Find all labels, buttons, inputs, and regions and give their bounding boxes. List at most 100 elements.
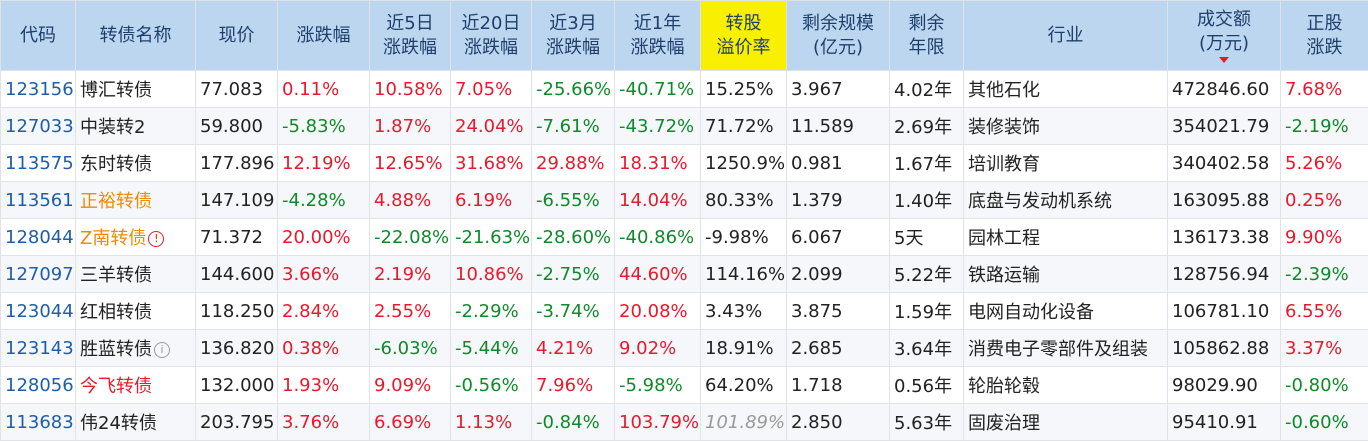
cell-premium-text: 1250.9% (705, 152, 786, 174)
cell-industry-text: 轮胎轮毂 (968, 376, 1040, 397)
table-row[interactable]: 127033 中装转2 59.800 -5.83% 1.87% 24.04% -7.61% -… (0, 107, 1368, 145)
cell-name[interactable]: 红相转债 (75, 292, 196, 330)
cell-code[interactable]: 113575 (0, 144, 76, 182)
cell-name[interactable]: 正裕转债 (75, 181, 196, 219)
cell-chg3m: -2.75% (531, 255, 615, 293)
header-code[interactable]: 代码 (0, 0, 76, 71)
cell-chg1y: -5.98% (614, 366, 701, 404)
cell-chg1y-text: 14.04% (619, 189, 688, 211)
cell-code-text: 123143 (5, 337, 74, 359)
cell-premium-text: 18.91% (705, 337, 774, 359)
warning-icon[interactable]: ! (148, 231, 165, 247)
header-name[interactable]: 转债名称 (75, 0, 196, 71)
table-row[interactable]: 123143 胜蓝转债 i 136.820 0.38% -6.03% -5.44% 4.21%… (0, 329, 1368, 367)
cell-chg3m-text: -2.75% (536, 263, 600, 285)
header-chg3m[interactable]: 近3月 涨跌幅 (531, 0, 615, 71)
cell-change-text: 0.38% (282, 337, 340, 359)
cell-remain-size-text: 1.379 (791, 189, 843, 211)
cell-name[interactable]: Z南转债! (75, 218, 196, 256)
cell-price: 77.083 (195, 70, 278, 108)
cell-remain-size-text: 2.685 (791, 337, 843, 359)
header-change[interactable]: 涨跌幅 (277, 0, 370, 71)
cell-chg20d: 31.68% (450, 144, 532, 182)
cell-code[interactable]: 123143 (0, 329, 76, 367)
header-chg20d[interactable]: 近20日 涨跌幅 (450, 0, 532, 71)
cell-volume: 95410.91 (1167, 403, 1281, 441)
cell-code[interactable]: 127033 (0, 107, 76, 145)
header-remain-size[interactable]: 剩余规模 (亿元) (786, 0, 890, 71)
cell-remain-term-text: 0.56年 (894, 376, 953, 397)
header-stock-change-line2: 涨跌 (1306, 36, 1343, 58)
header-chg20d-line1: 近20日 (461, 12, 521, 34)
cell-name[interactable]: 今飞转债 (75, 366, 196, 404)
header-volume[interactable]: 成交额 (万元) (1167, 0, 1281, 71)
table-row[interactable]: 123044 红相转债 118.250 2.84% 2.55% -2.29% -3.74% 2… (0, 292, 1368, 330)
cell-code[interactable]: 113561 (0, 181, 76, 219)
header-premium[interactable]: 转股 溢价率 (700, 0, 787, 71)
cell-chg5d: 2.55% (369, 292, 451, 330)
cell-price: 59.800 (195, 107, 278, 145)
cell-industry: 消费电子零部件及组装 (963, 329, 1168, 367)
cell-premium: 18.91% (700, 329, 787, 367)
table-row[interactable]: 113683 伟24转债 203.795 3.76% 6.69% 1.13% -0.84% 1… (0, 403, 1368, 441)
info-icon[interactable]: i (154, 342, 170, 358)
cell-code[interactable]: 128056 (0, 366, 76, 404)
cell-industry: 电网自动化设备 (963, 292, 1168, 330)
header-code-label: 代码 (20, 24, 56, 46)
cell-chg5d-text: 1.87% (374, 115, 432, 137)
cell-price: 71.372 (195, 218, 278, 256)
cell-industry-text: 园林工程 (968, 228, 1040, 249)
cell-name[interactable]: 中装转2 (75, 107, 196, 145)
cell-chg3m: -28.60% (531, 218, 615, 256)
cell-code[interactable]: 127097 (0, 255, 76, 293)
cell-chg3m-text: 4.21% (536, 337, 594, 359)
cell-name-text: 东时转债 (80, 154, 152, 175)
cell-stock-change-text: 3.37% (1285, 337, 1343, 359)
header-chg1y[interactable]: 近1年 涨跌幅 (614, 0, 701, 71)
cell-premium-text: 80.33% (705, 189, 774, 211)
table-row[interactable]: 113561 正裕转债 147.109 -4.28% 4.88% 6.19% -6.55% 1… (0, 181, 1368, 219)
table-row[interactable]: 127097 三羊转债 144.600 3.66% 2.19% 10.86% -2.75% 4… (0, 255, 1368, 293)
header-industry[interactable]: 行业 (963, 0, 1168, 71)
table-row[interactable]: 123156 博汇转债 77.083 0.11% 10.58% 7.05% -25.66% -… (0, 70, 1368, 108)
cell-name[interactable]: 博汇转债 (75, 70, 196, 108)
cell-chg3m-text: -3.74% (536, 300, 600, 322)
cell-chg5d-text: -22.08% (374, 226, 450, 248)
cell-stock-change: -0.80% (1280, 366, 1368, 404)
table-row[interactable]: 128056 今飞转债 132.000 1.93% 9.09% -0.56% 7.96% -5… (0, 366, 1368, 404)
cell-industry-text: 铁路运输 (968, 265, 1040, 286)
cell-code[interactable]: 128044 (0, 218, 76, 256)
cell-industry: 园林工程 (963, 218, 1168, 256)
cell-code[interactable]: 113683 (0, 403, 76, 441)
cell-code[interactable]: 123156 (0, 70, 76, 108)
table-row[interactable]: 128044 Z南转债! 71.372 20.00% -22.08% -21.63% -28… (0, 218, 1368, 256)
cell-name-text: Z南转债 (80, 228, 147, 249)
cell-chg1y: -40.86% (614, 218, 701, 256)
header-stock-change[interactable]: 正股 涨跌 (1280, 0, 1368, 71)
cell-chg5d-text: 2.55% (374, 300, 432, 322)
cell-name[interactable]: 伟24转债 (75, 403, 196, 441)
table-row[interactable]: 113575 东时转债 177.896 12.19% 12.65% 31.68% 29.88… (0, 144, 1368, 182)
header-remain-term[interactable]: 剩余 年限 (889, 0, 964, 71)
header-price[interactable]: 现价 (195, 0, 278, 71)
cell-name[interactable]: 三羊转债 (75, 255, 196, 293)
cell-name[interactable]: 东时转债 (75, 144, 196, 182)
cell-volume: 98029.90 (1167, 366, 1281, 404)
cell-chg5d-text: 4.88% (374, 189, 432, 211)
cell-chg20d: 24.04% (450, 107, 532, 145)
cell-volume-text: 95410.91 (1172, 411, 1258, 433)
cell-remain-size: 0.981 (786, 144, 890, 182)
header-name-label: 转债名称 (99, 24, 172, 46)
cell-chg5d-text: 6.69% (374, 411, 432, 433)
cell-code[interactable]: 123044 (0, 292, 76, 330)
cell-chg5d: -22.08% (369, 218, 451, 256)
cell-remain-size-text: 6.067 (791, 226, 843, 248)
cell-price-text: 132.000 (200, 374, 275, 396)
cell-chg20d-text: 7.05% (455, 78, 513, 100)
cell-volume: 472846.60 (1167, 70, 1281, 108)
header-chg5d[interactable]: 近5日 涨跌幅 (369, 0, 451, 71)
cell-premium-text: 71.72% (705, 115, 774, 137)
cell-chg5d-text: -6.03% (374, 337, 438, 359)
cell-name[interactable]: 胜蓝转债 i (75, 329, 196, 367)
cell-price-text: 177.896 (200, 152, 275, 174)
